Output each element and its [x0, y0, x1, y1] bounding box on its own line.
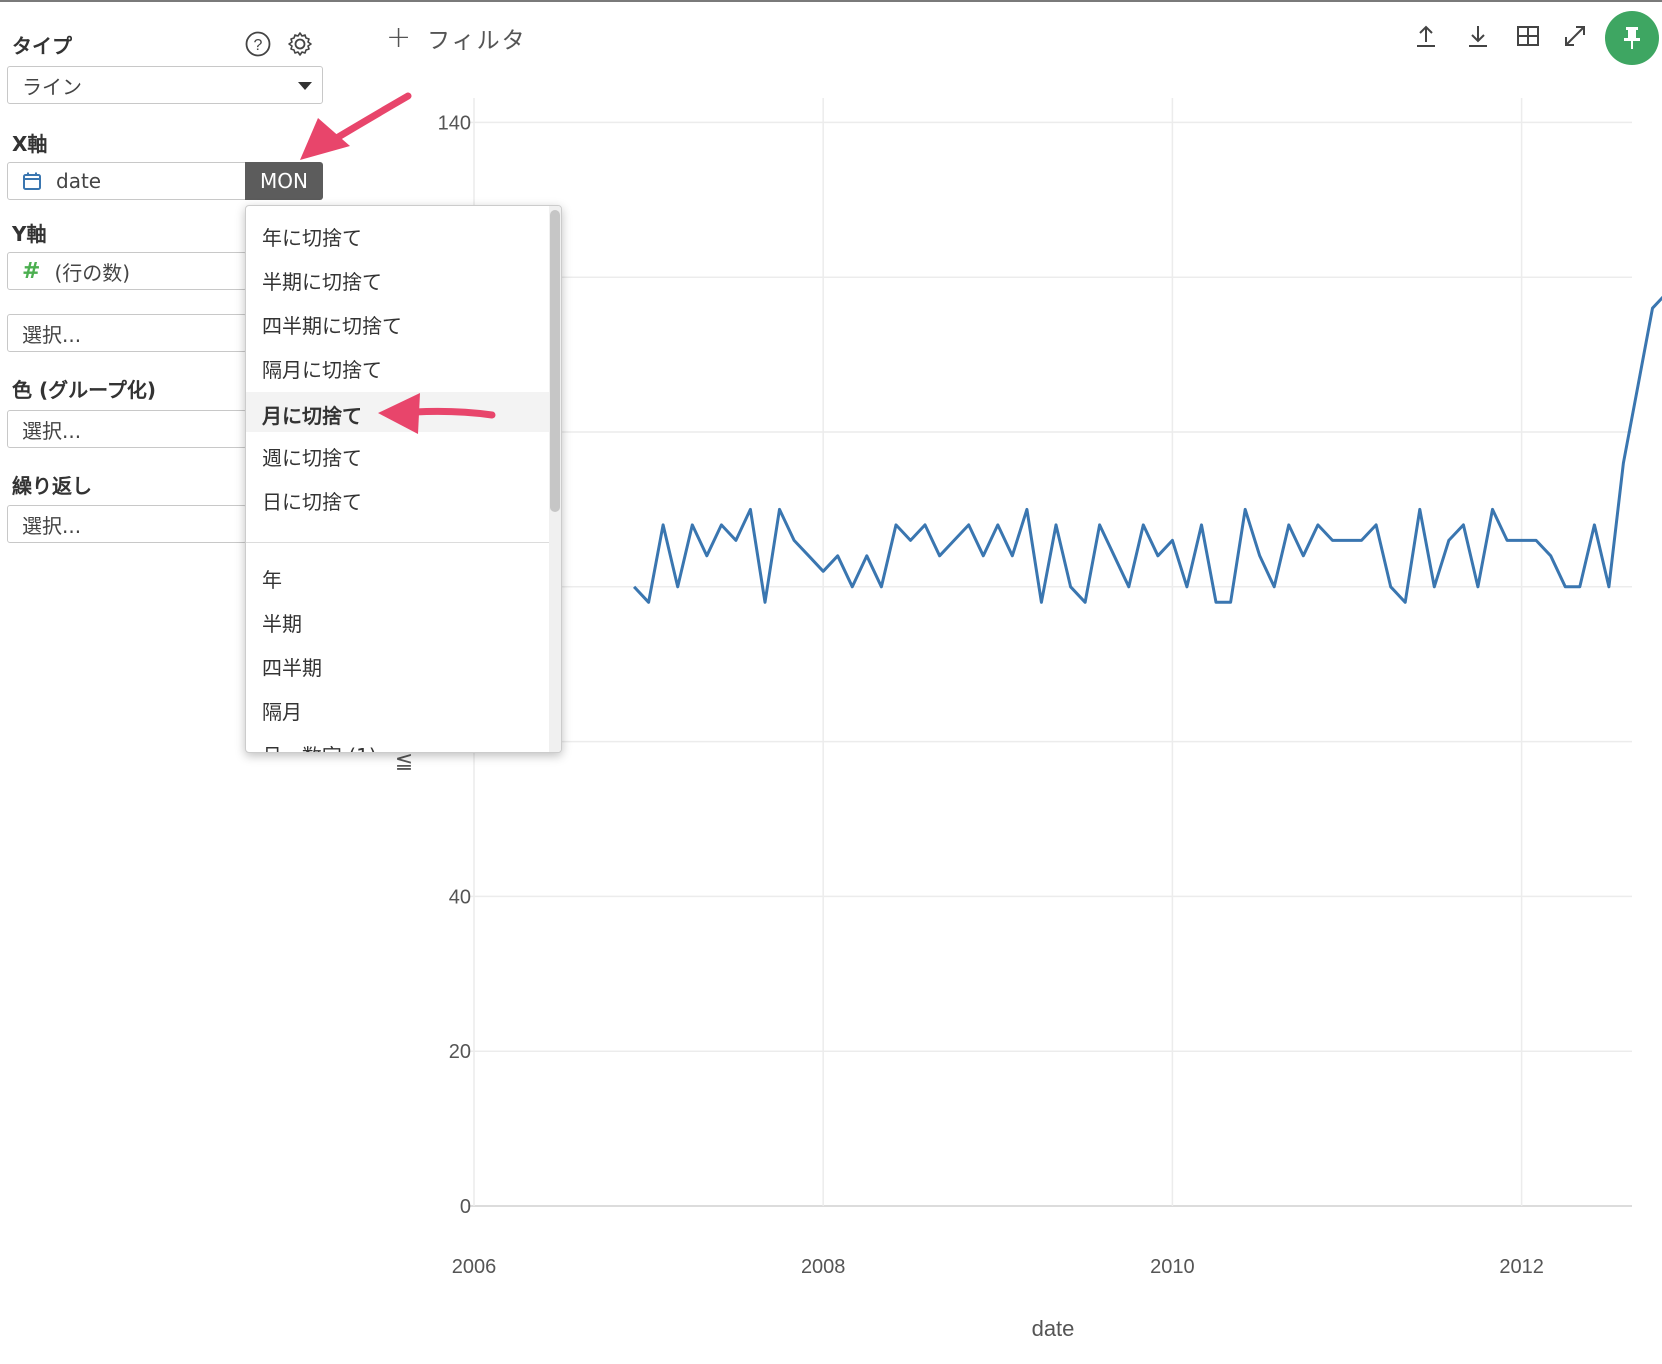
dropdown-item-partial[interactable]: 月 - 数字 (1) [262, 740, 377, 752]
number-type-icon: # [22, 258, 41, 284]
color-select-placeholder: 選択... [22, 418, 82, 443]
color-label: 色 (グループ化) [12, 378, 157, 402]
dropdown-item[interactable]: 日に切捨て [262, 490, 362, 514]
dropdown-item[interactable]: 四半期に切捨て [262, 314, 402, 338]
expand-icon[interactable] [1561, 22, 1589, 50]
add-filter-label: フィルタ [427, 27, 527, 54]
yaxis-column-value: (行の数) [54, 260, 131, 285]
svg-text:?: ? [254, 37, 263, 54]
pin-button[interactable] [1605, 11, 1659, 65]
x-tick-label: 2008 [801, 1256, 846, 1278]
chevron-down-icon [298, 82, 312, 90]
y-tick-label: 140 [438, 112, 471, 134]
yaxis-label: Y軸 [12, 222, 47, 246]
type-label: タイプ [12, 34, 72, 58]
y-tick-label: 20 [449, 1041, 471, 1063]
y-axis-title-fragment: ≦ [395, 748, 413, 773]
repeat-select[interactable]: 選択... [7, 505, 247, 543]
y-tick-label: 0 [460, 1196, 471, 1218]
series-line [633, 295, 1662, 604]
type-select-value: ライン [22, 74, 82, 99]
dropdown-item[interactable]: 週に切捨て [262, 446, 362, 470]
dropdown-item[interactable]: 四半期 [262, 656, 322, 680]
color-select[interactable]: 選択... [7, 410, 247, 448]
xaxis-column-value: date [56, 169, 102, 193]
date-unit-button[interactable]: MON [245, 162, 323, 200]
yaxis-column-field[interactable]: # (行の数) [7, 252, 247, 290]
dropdown-item[interactable]: 半期に切捨て [262, 270, 382, 294]
y-tick-label: 40 [449, 886, 471, 908]
gear-icon[interactable] [286, 30, 314, 58]
plus-icon: + [386, 20, 414, 55]
yaxis-extra-select[interactable]: 選択... [7, 314, 247, 352]
dropdown-item[interactable]: 年 [262, 568, 282, 592]
help-icon[interactable]: ? [244, 30, 272, 58]
xaxis-label: X軸 [12, 132, 48, 156]
type-select[interactable]: ライン [7, 66, 323, 104]
dropdown-item[interactable]: 隔月に切捨て [262, 358, 382, 382]
window-top-border [0, 0, 1662, 2]
repeat-select-placeholder: 選択... [22, 513, 82, 538]
calendar-icon [22, 171, 42, 191]
dropdown-item[interactable]: 年に切捨て [262, 226, 362, 250]
x-tick-label: 2006 [452, 1256, 497, 1278]
date-unit-dropdown[interactable]: 年に切捨て 半期に切捨て 四半期に切捨て 隔月に切捨て 月に切捨て 週に切捨て … [245, 205, 562, 753]
download-icon[interactable] [1464, 22, 1492, 50]
dropdown-item[interactable]: 半期 [262, 612, 302, 636]
dropdown-item-selected[interactable]: 月に切捨て [262, 404, 362, 428]
dropdown-scrollbar-thumb[interactable] [550, 210, 560, 512]
repeat-label: 繰り返し [12, 474, 92, 498]
xaxis-column-field[interactable]: date [7, 162, 247, 200]
pin-icon [1620, 25, 1644, 51]
table-icon[interactable] [1514, 22, 1542, 50]
dropdown-item[interactable]: 隔月 [262, 700, 302, 724]
yaxis-extra-placeholder: 選択... [22, 322, 82, 347]
x-tick-label: 2010 [1150, 1256, 1195, 1278]
dropdown-divider [246, 542, 549, 543]
x-axis-title: date [1032, 1316, 1075, 1341]
upload-icon[interactable] [1412, 22, 1440, 50]
x-tick-label: 2012 [1499, 1256, 1544, 1278]
add-filter-button[interactable]: + フィルタ [386, 20, 527, 55]
